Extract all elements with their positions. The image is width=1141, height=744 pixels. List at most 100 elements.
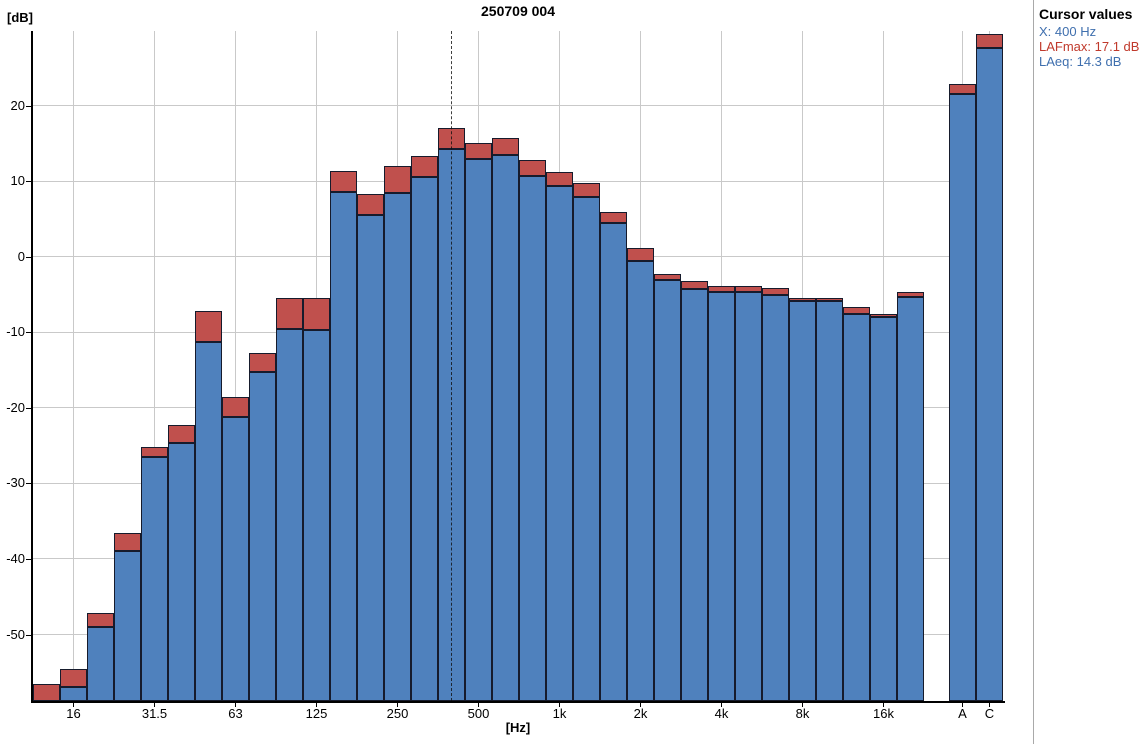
- band-bar-lafmax-125[interactable]: [303, 297, 330, 331]
- y-axis-tick: [26, 332, 31, 334]
- band-bar-laeq-315[interactable]: [411, 176, 438, 701]
- band-bar-lafmax-2.5k[interactable]: [654, 274, 681, 281]
- band-bar-laeq-C[interactable]: [976, 47, 1003, 701]
- band-bar-laeq-250[interactable]: [384, 192, 411, 701]
- x-axis-tick-label: 63: [228, 706, 243, 721]
- cursor-panel: Cursor values X: 400 Hz LAFmax: 17.1 dB …: [1033, 0, 1141, 744]
- cursor-line[interactable]: [451, 31, 452, 701]
- band-bar-lafmax-A[interactable]: [949, 83, 976, 95]
- x-axis-tick: [883, 703, 884, 707]
- band-bar-laeq-12.5k[interactable]: [843, 313, 870, 701]
- x-gridline: [154, 31, 155, 701]
- y-axis-tick: [26, 558, 31, 560]
- band-bar-laeq-6.3k[interactable]: [762, 295, 789, 701]
- band-bar-laeq-1k[interactable]: [546, 185, 573, 701]
- band-bar-lafmax-160[interactable]: [330, 170, 357, 192]
- band-bar-laeq-160[interactable]: [330, 191, 357, 701]
- band-bar-lafmax-1.25k[interactable]: [573, 182, 600, 198]
- x-axis-tick: [154, 703, 155, 707]
- band-bar-lafmax-800[interactable]: [519, 160, 546, 177]
- band-bar-laeq-50[interactable]: [195, 342, 222, 701]
- x-axis-tick: [962, 703, 963, 707]
- band-bar-lafmax-20[interactable]: [87, 612, 114, 627]
- band-bar-lafmax-20k[interactable]: [897, 291, 924, 297]
- x-axis-tick-label: 500: [467, 706, 490, 721]
- chart-title: 250709 004: [481, 3, 555, 19]
- band-bar-lafmax-12.5k[interactable]: [843, 306, 870, 314]
- band-bar-laeq-800[interactable]: [519, 176, 546, 701]
- y-gridline: [33, 105, 1003, 107]
- band-bar-lafmax-31.5[interactable]: [141, 447, 168, 457]
- y-axis-tick-label: -50: [6, 626, 25, 642]
- x-axis-tick-label: 4k: [714, 706, 729, 721]
- band-bar-lafmax-500[interactable]: [465, 142, 492, 160]
- band-bar-laeq-63[interactable]: [222, 416, 249, 701]
- band-bar-lafmax-40[interactable]: [168, 425, 195, 444]
- band-bar-lafmax-16k[interactable]: [870, 313, 897, 317]
- band-bar-lafmax-50[interactable]: [195, 311, 222, 343]
- x-axis-tick: [802, 703, 803, 707]
- band-bar-laeq-20k[interactable]: [897, 296, 924, 701]
- y-axis-line: [31, 31, 33, 703]
- x-axis-tick: [559, 703, 560, 707]
- band-bar-lafmax-5k[interactable]: [735, 286, 762, 293]
- band-bar-lafmax-1k[interactable]: [546, 172, 573, 186]
- x-axis-tick-label: 250: [386, 706, 409, 721]
- band-bar-lafmax-315[interactable]: [411, 155, 438, 177]
- band-bar-lafmax-C[interactable]: [976, 34, 1003, 48]
- x-axis-tick: [397, 703, 398, 707]
- y-axis-tick-label: -40: [6, 550, 25, 566]
- band-bar-lafmax-10k[interactable]: [816, 297, 843, 301]
- x-axis-tick: [721, 703, 722, 707]
- band-bar-lafmax-6.3k[interactable]: [762, 287, 789, 296]
- x-axis-tick-label: C: [984, 706, 995, 721]
- band-bar-lafmax-8k[interactable]: [789, 297, 816, 302]
- band-bar-laeq-16k[interactable]: [870, 316, 897, 701]
- band-bar-laeq-1.6k[interactable]: [600, 222, 627, 701]
- band-bar-laeq-200[interactable]: [357, 214, 384, 701]
- band-bar-laeq-10k[interactable]: [816, 300, 843, 701]
- band-bar-lafmax-630[interactable]: [492, 138, 519, 155]
- y-axis-unit-label: [dB]: [7, 10, 33, 25]
- y-axis-tick: [26, 181, 31, 183]
- band-bar-lafmax-4k[interactable]: [708, 286, 735, 293]
- band-bar-laeq-A[interactable]: [949, 94, 976, 701]
- band-bar-lafmax-3.15k[interactable]: [681, 281, 708, 289]
- cursor-x-readout: X: 400 Hz: [1039, 24, 1097, 39]
- spectrum-chart: 250709 004 [dB] [Hz] 20 10 0 -10 -20 -30 -40 -5…: [6, 3, 1005, 735]
- band-bar-laeq-630[interactable]: [492, 154, 519, 701]
- x-axis-tick: [640, 703, 641, 707]
- band-bar-laeq-125[interactable]: [303, 330, 330, 701]
- band-bar-lafmax-250[interactable]: [384, 166, 411, 193]
- band-bar-lafmax-200[interactable]: [357, 194, 384, 215]
- band-bar-lafmax-12.5[interactable]: [33, 684, 60, 701]
- band-bar-laeq-1.25k[interactable]: [573, 197, 600, 701]
- band-bar-lafmax-1.6k[interactable]: [600, 212, 627, 223]
- y-axis-tick-label: 10: [10, 173, 25, 189]
- band-bar-laeq-8k[interactable]: [789, 301, 816, 701]
- x-gridline: [235, 31, 236, 701]
- band-bar-lafmax-16[interactable]: [60, 668, 87, 687]
- band-bar-laeq-500[interactable]: [465, 159, 492, 701]
- band-bar-laeq-3.15k[interactable]: [681, 288, 708, 701]
- band-bar-laeq-80[interactable]: [249, 371, 276, 701]
- x-axis-tick: [235, 703, 236, 707]
- band-bar-laeq-40[interactable]: [168, 443, 195, 701]
- band-bar-lafmax-100[interactable]: [276, 297, 303, 329]
- band-bar-laeq-2k[interactable]: [627, 261, 654, 701]
- band-bar-lafmax-63[interactable]: [222, 397, 249, 417]
- band-bar-laeq-4k[interactable]: [708, 292, 735, 701]
- x-axis-tick: [73, 703, 74, 707]
- band-bar-laeq-100[interactable]: [276, 328, 303, 701]
- band-bar-laeq-31.5[interactable]: [141, 457, 168, 701]
- band-bar-laeq-20[interactable]: [87, 626, 114, 701]
- y-axis-tick-label: 0: [17, 248, 25, 264]
- band-bar-lafmax-80[interactable]: [249, 352, 276, 372]
- cursor-panel-header: Cursor values: [1039, 6, 1133, 22]
- band-bar-laeq-5k[interactable]: [735, 292, 762, 701]
- band-bar-lafmax-25[interactable]: [114, 532, 141, 552]
- band-bar-lafmax-2k[interactable]: [627, 247, 654, 262]
- band-bar-laeq-16[interactable]: [60, 686, 87, 701]
- band-bar-laeq-2.5k[interactable]: [654, 280, 681, 701]
- band-bar-laeq-25[interactable]: [114, 551, 141, 701]
